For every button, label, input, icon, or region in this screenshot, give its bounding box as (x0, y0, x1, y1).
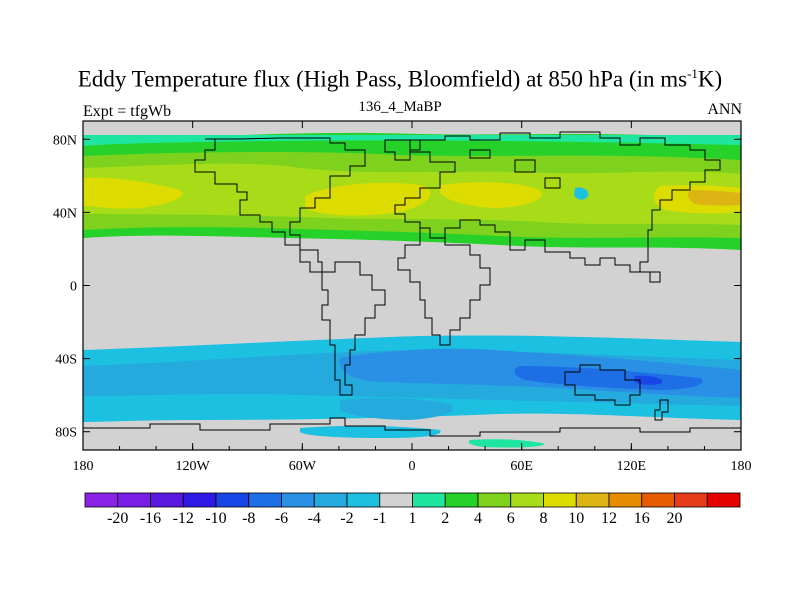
colorbar-swatch (215, 492, 250, 508)
colorbar-swatch (510, 492, 544, 508)
colorbar-swatch (346, 492, 381, 508)
coast-australia (564, 364, 641, 406)
colorbar-swatch (706, 492, 741, 508)
band-sh-antarctic-strip (300, 425, 441, 438)
colorbar-level-label: -16 (139, 510, 162, 527)
colorbar (84, 492, 741, 508)
colorbar-level-label: 12 (601, 510, 617, 527)
colorbar-level-label: 4 (474, 510, 482, 527)
colorbar-level-label: -20 (107, 510, 129, 527)
coast-africa (397, 227, 491, 346)
colorbar-level-label: -6 (274, 510, 289, 527)
coast-greenland (384, 139, 421, 161)
coast-new-zealand (654, 399, 669, 421)
colorbar-level-label: 20 (666, 510, 683, 527)
title-text: Eddy Temperature flux (High Pass, Bloomf… (77, 66, 688, 92)
x-tick-label: 120E (617, 459, 647, 474)
band-sh-polar-green (468, 439, 545, 448)
title-superscript: -1 (687, 66, 698, 81)
colorbar-swatch (379, 492, 413, 508)
period-label: ANN (707, 101, 742, 118)
contour-fields (83, 121, 741, 450)
y-tick-label: 40S (55, 353, 77, 368)
coast-antarctica (83, 417, 741, 437)
x-tick-label: 0 (409, 459, 416, 474)
axes (82, 121, 742, 450)
band-nh-blue-spot (574, 187, 589, 200)
colorbar-level-label: -2 (340, 510, 354, 527)
colorbar-swatch (477, 492, 512, 508)
colorbar-level-label: 10 (568, 510, 585, 527)
colorbar-swatch (117, 492, 151, 508)
colorbar-swatch (248, 492, 282, 508)
colorbar-swatch (281, 492, 315, 508)
colorbar-swatch (444, 492, 479, 508)
colorbar-swatch (575, 492, 610, 508)
colorbar-level-label: -1 (373, 510, 387, 527)
colorbar-swatch (543, 492, 577, 508)
band-sh-minus8 (634, 375, 663, 385)
band-nh-10to12 (687, 190, 741, 206)
colorbar-swatch (150, 492, 184, 508)
band-nh-top-green (83, 135, 741, 146)
x-tick-label: 60W (289, 459, 317, 474)
colorbar-level-label: 16 (633, 510, 650, 527)
colorbar-level-label: -8 (242, 510, 256, 527)
y-tick-label: 0 (70, 280, 77, 295)
band-nh-8to10-atlantic (305, 182, 431, 216)
colorbar-swatch (674, 492, 708, 508)
experiment-label: Expt = tfgWb (83, 103, 172, 120)
x-tick-label: 60E (510, 459, 533, 474)
coast-arctic-islands (469, 149, 561, 189)
chart-title: Eddy Temperature flux (High Pass, Bloomf… (0, 66, 800, 93)
colorbar-level-label: 8 (539, 510, 548, 527)
colorbar-swatch (313, 492, 348, 508)
coast-south-america (321, 261, 386, 396)
colorbar-swatch (412, 492, 446, 508)
y-tick-label: 80S (55, 426, 77, 441)
run-label: 136_4_MaBP (358, 99, 442, 115)
x-tick-label: 180 (731, 459, 752, 474)
band-nh-8to10-asia (440, 182, 542, 208)
colorbar-swatch (84, 492, 119, 508)
colorbar-level-label: -10 (205, 510, 227, 527)
colorbar-level-label: 1 (408, 510, 417, 527)
x-tick-label: 180 (73, 459, 94, 474)
x-tick-label: 120W (176, 459, 211, 474)
y-tick-label: 80N (53, 133, 77, 148)
y-tick-label: 40N (53, 206, 77, 221)
colorbar-level-label: 2 (441, 510, 450, 527)
colorbar-level-label: -12 (172, 510, 194, 527)
colorbar-swatch (182, 492, 217, 508)
title-tail: K) (697, 66, 723, 92)
coast-eurasia (394, 131, 721, 283)
band-nh-8to10-west (83, 177, 183, 209)
colorbar-level-label: 6 (506, 510, 515, 527)
band-sh-minus2-atlantic (340, 397, 453, 420)
colorbar-swatch (608, 492, 643, 508)
colorbar-swatch (641, 492, 675, 508)
coastlines (83, 131, 741, 437)
colorbar-level-label: -4 (307, 510, 321, 527)
